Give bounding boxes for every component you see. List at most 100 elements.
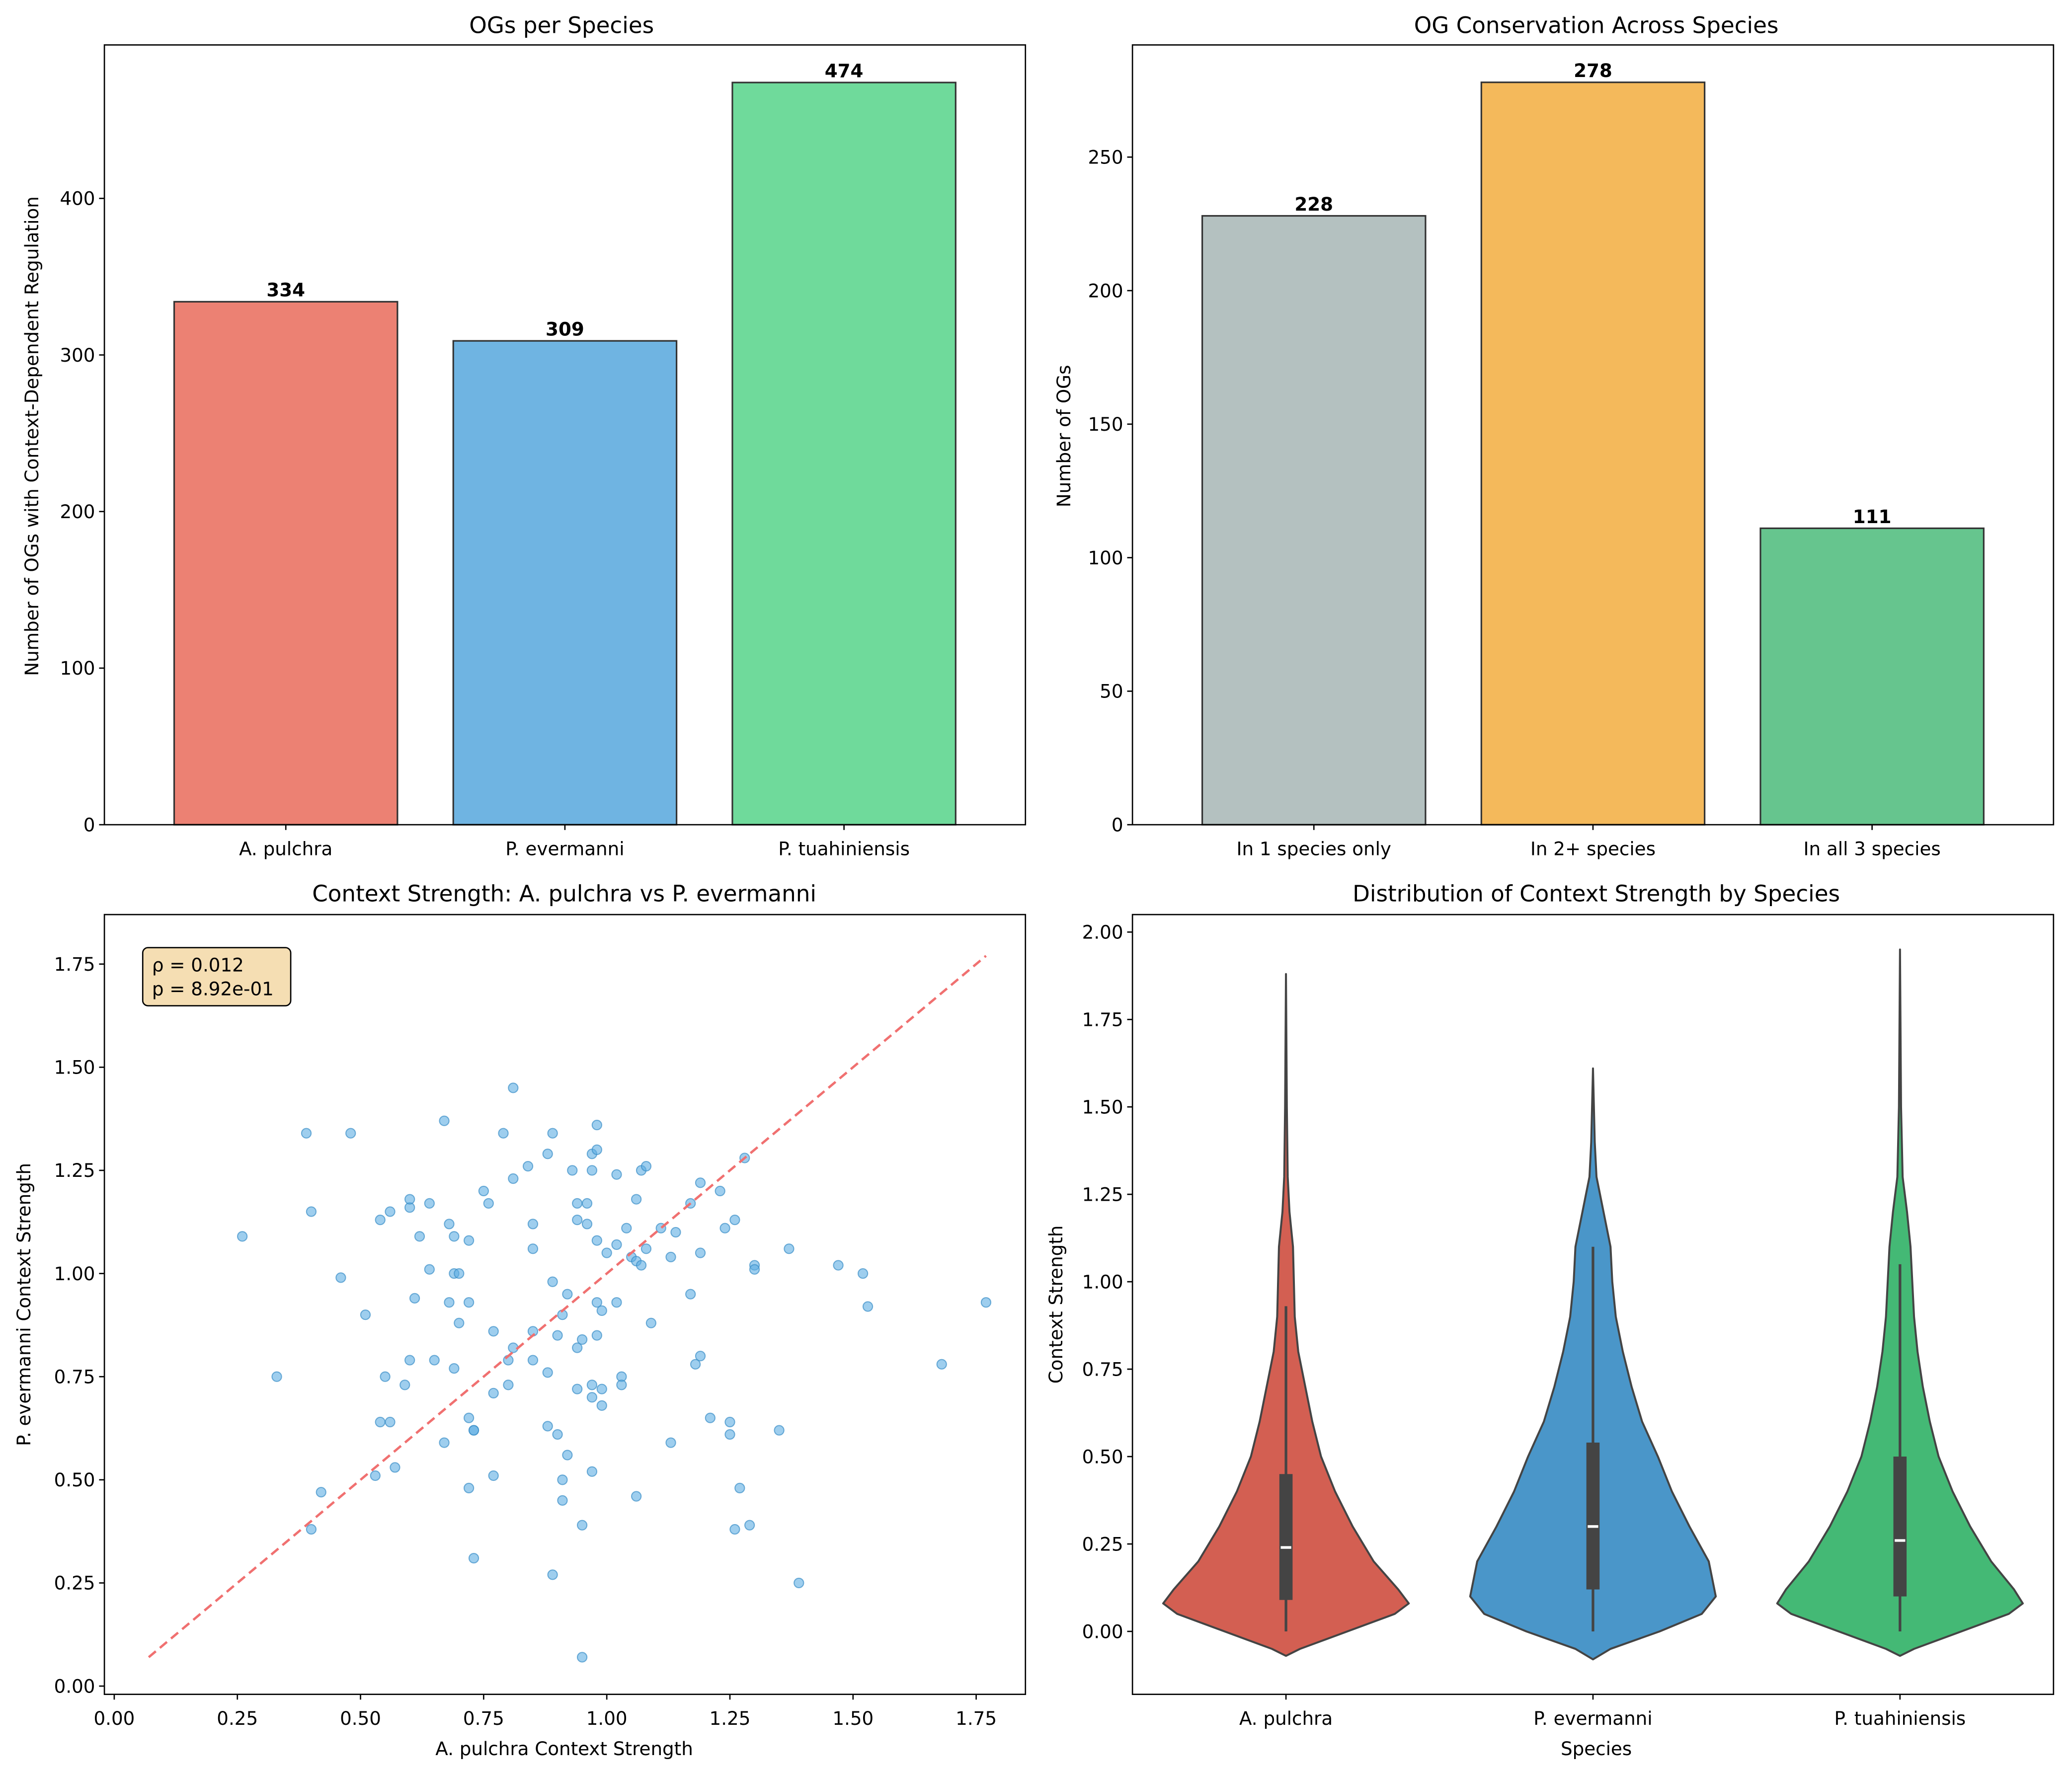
bar-value-label: 228 [1294,193,1333,215]
plot-frame [1131,44,2055,826]
scatter-point [631,1491,642,1502]
y-tick-label: 100 [60,657,95,679]
scatter-point [734,1482,745,1494]
y-tick-label: 1.00 [1082,1271,1123,1293]
scatter-point [552,1330,563,1341]
scatter-point [370,1470,381,1481]
scatter-point [547,1276,558,1287]
chart-title: OG Conservation Across Species [1414,12,1779,39]
stats-rho: ρ = 0.012 [152,954,244,976]
y-tick-label: 1.75 [54,953,95,975]
scatter-point [857,1268,869,1279]
scatter-point [833,1260,844,1271]
scatter-point [463,1482,475,1494]
scatter-point [547,1128,558,1139]
scatter-point [488,1326,499,1337]
y-axis-label: P. evermanni Context Strength [13,1163,35,1446]
y-tick-label: 0.75 [1082,1358,1123,1380]
y-tick-label: 0 [1112,814,1123,836]
scatter-point [596,1400,607,1411]
y-tick-label: 1.50 [54,1057,95,1078]
scatter-point [439,1115,450,1126]
scatter-point [385,1206,396,1217]
x-tick-label: A. pulchra [239,838,332,859]
x-axis-label: Species [1561,1738,1632,1760]
scatter-point [685,1289,696,1300]
x-tick-label: 0.50 [340,1707,381,1729]
scatter-point [301,1128,312,1139]
x-ticks: 0.00 0.25 0.50 0.75 1.00 1.25 1.50 1.75 [93,1694,997,1729]
scatter-point [463,1297,475,1308]
scatter-point [784,1243,795,1254]
scatter-point [665,1437,676,1448]
x-tick-label: In 2+ species [1530,838,1656,859]
y-tick-label: 100 [1088,547,1123,569]
scatter-point [552,1429,563,1440]
scatter-point [409,1293,420,1304]
panel-context-strength-scatter: Context Strength: A. pulchra vs P. everm… [13,880,1027,1760]
scatter-point [749,1264,760,1275]
violin-iqr-box [1586,1442,1600,1590]
y-tick-label: 1.25 [54,1159,95,1181]
scatter-point [695,1177,706,1188]
scatter-point [562,1450,573,1461]
scatter-point [335,1272,346,1283]
y-ticks: 0.00 0.25 0.50 0.75 1.00 1.25 1.50 1.75 2.00 [1082,922,1133,1642]
scatter-point [724,1416,735,1428]
scatter-point [449,1231,460,1242]
y-tick-label: 250 [1088,147,1123,168]
bar-1 [173,301,398,826]
scatter-point [586,1466,598,1477]
y-tick-label: 1.75 [1082,1008,1123,1030]
scatter-point [527,1355,539,1366]
scatter-point [271,1371,282,1382]
scatter-point [380,1371,391,1382]
scatter-point [557,1474,568,1485]
x-tick-label: P. tuahiniensis [778,838,910,859]
scatter-point [601,1247,612,1258]
y-tick-label: 150 [1088,413,1123,435]
scatter-point [611,1297,622,1308]
x-tick-label: In all 3 species [1804,838,1941,859]
x-tick-label: 0.00 [93,1707,135,1729]
scatter-point [596,1305,607,1316]
x-tick-label: P. evermanni [1533,1707,1652,1729]
scatter-point [576,1520,588,1531]
scatter-point [690,1359,701,1370]
scatter-point [508,1082,519,1093]
scatter-point [591,1119,602,1131]
scatter-point [562,1289,573,1300]
scatter-point [980,1297,992,1308]
bar-value-label: 309 [546,318,584,340]
bars: 334 309 474 [173,60,956,826]
scatter-point [581,1219,593,1230]
scatter-point [345,1128,356,1139]
x-axis-label: A. pulchra Context Strength [435,1738,693,1760]
plot-frame [103,914,1027,1695]
y-ticks: 0 100 200 300 400 [60,188,105,836]
stats-box [142,947,292,1006]
chart-title: OGs per Species [469,12,654,39]
x-tick-label: 1.25 [710,1707,751,1729]
scatter-point [591,1297,602,1308]
x-ticks: In 1 species only In 2+ species In all 3 s… [1237,825,1941,859]
panel-og-conservation: OG Conservation Across Species Number of… [1053,12,2055,859]
violin-iqr-box [1893,1457,1907,1597]
y-ticks: 0.00 0.25 0.50 0.75 1.00 1.25 1.50 1.75 [54,953,105,1697]
scatter-point [463,1235,475,1246]
y-tick-label: 0.25 [54,1572,95,1594]
scatter-point [542,1149,553,1159]
bars: 228 278 111 [1201,60,1985,826]
y-tick-label: 0.50 [1082,1446,1123,1467]
scatter-point [424,1264,435,1275]
scatter-point [463,1412,475,1423]
scatter-point [572,1342,583,1353]
bar-3 [731,81,956,826]
y-tick-label: 0.75 [54,1366,95,1387]
scatter-point [557,1495,568,1506]
scatter-point [591,1330,602,1341]
bar-3 [1759,527,1985,826]
y-tick-label: 0 [83,814,95,836]
y-tick-label: 0.50 [54,1469,95,1491]
